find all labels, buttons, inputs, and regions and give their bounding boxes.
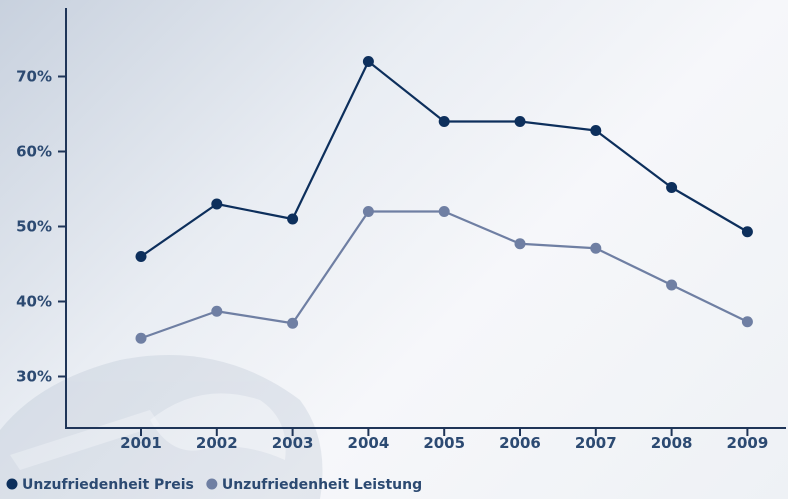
legend-item: Unzufriedenheit Preis <box>6 477 194 493</box>
series-2 <box>135 206 753 344</box>
legend-marker-icon <box>6 478 18 490</box>
data-point <box>590 125 602 136</box>
x-axis-ticks: 2001 2002 2003 2004 2005 2006 2007 2008 2009 <box>120 428 768 452</box>
series-line <box>140 210 748 340</box>
series-line <box>140 60 748 258</box>
legend-label: Unzufriedenheit Leistung <box>222 477 422 493</box>
legend: Unzufriedenheit Preis Unzufriedenheit Lei… <box>6 477 422 493</box>
x-tick-label: 2007 <box>575 434 617 452</box>
legend-item: Unzufriedenheit Leistung <box>206 477 422 493</box>
data-point <box>362 56 374 67</box>
data-point <box>287 213 299 225</box>
data-point <box>590 242 602 254</box>
data-point <box>666 279 678 291</box>
x-tick-label: 2001 <box>120 434 162 452</box>
data-point <box>362 206 374 217</box>
legend-marker-icon <box>206 478 218 490</box>
data-point <box>211 198 223 210</box>
data-point <box>287 317 299 329</box>
x-tick-label: 2006 <box>499 434 541 452</box>
series-1 <box>135 56 753 262</box>
y-tick-label: 40% <box>16 293 52 311</box>
data-point <box>211 305 223 317</box>
y-tick-label: 30% <box>16 368 52 386</box>
data-point <box>514 238 526 250</box>
data-point <box>666 182 678 193</box>
data-point <box>135 251 147 262</box>
data-point <box>514 116 526 127</box>
x-tick-label: 2003 <box>272 434 314 452</box>
data-point <box>741 226 753 238</box>
x-tick-label: 2004 <box>348 434 390 452</box>
y-tick-label: 60% <box>16 143 52 161</box>
data-point <box>135 332 147 344</box>
x-tick-label: 2009 <box>727 434 769 452</box>
x-tick-label: 2005 <box>423 434 465 452</box>
data-point <box>438 206 450 217</box>
x-tick-label: 2008 <box>651 434 693 452</box>
legend-label: Unzufriedenheit Preis <box>22 477 194 493</box>
y-tick-label: 70% <box>16 68 52 86</box>
y-tick-label: 50% <box>16 218 52 236</box>
series-layer <box>135 56 753 344</box>
x-tick-label: 2002 <box>196 434 238 452</box>
y-axis-ticks: 30% 40% 50% 60% 70% <box>16 68 66 386</box>
data-point <box>438 116 450 127</box>
data-point <box>741 316 753 328</box>
axes <box>65 8 786 429</box>
